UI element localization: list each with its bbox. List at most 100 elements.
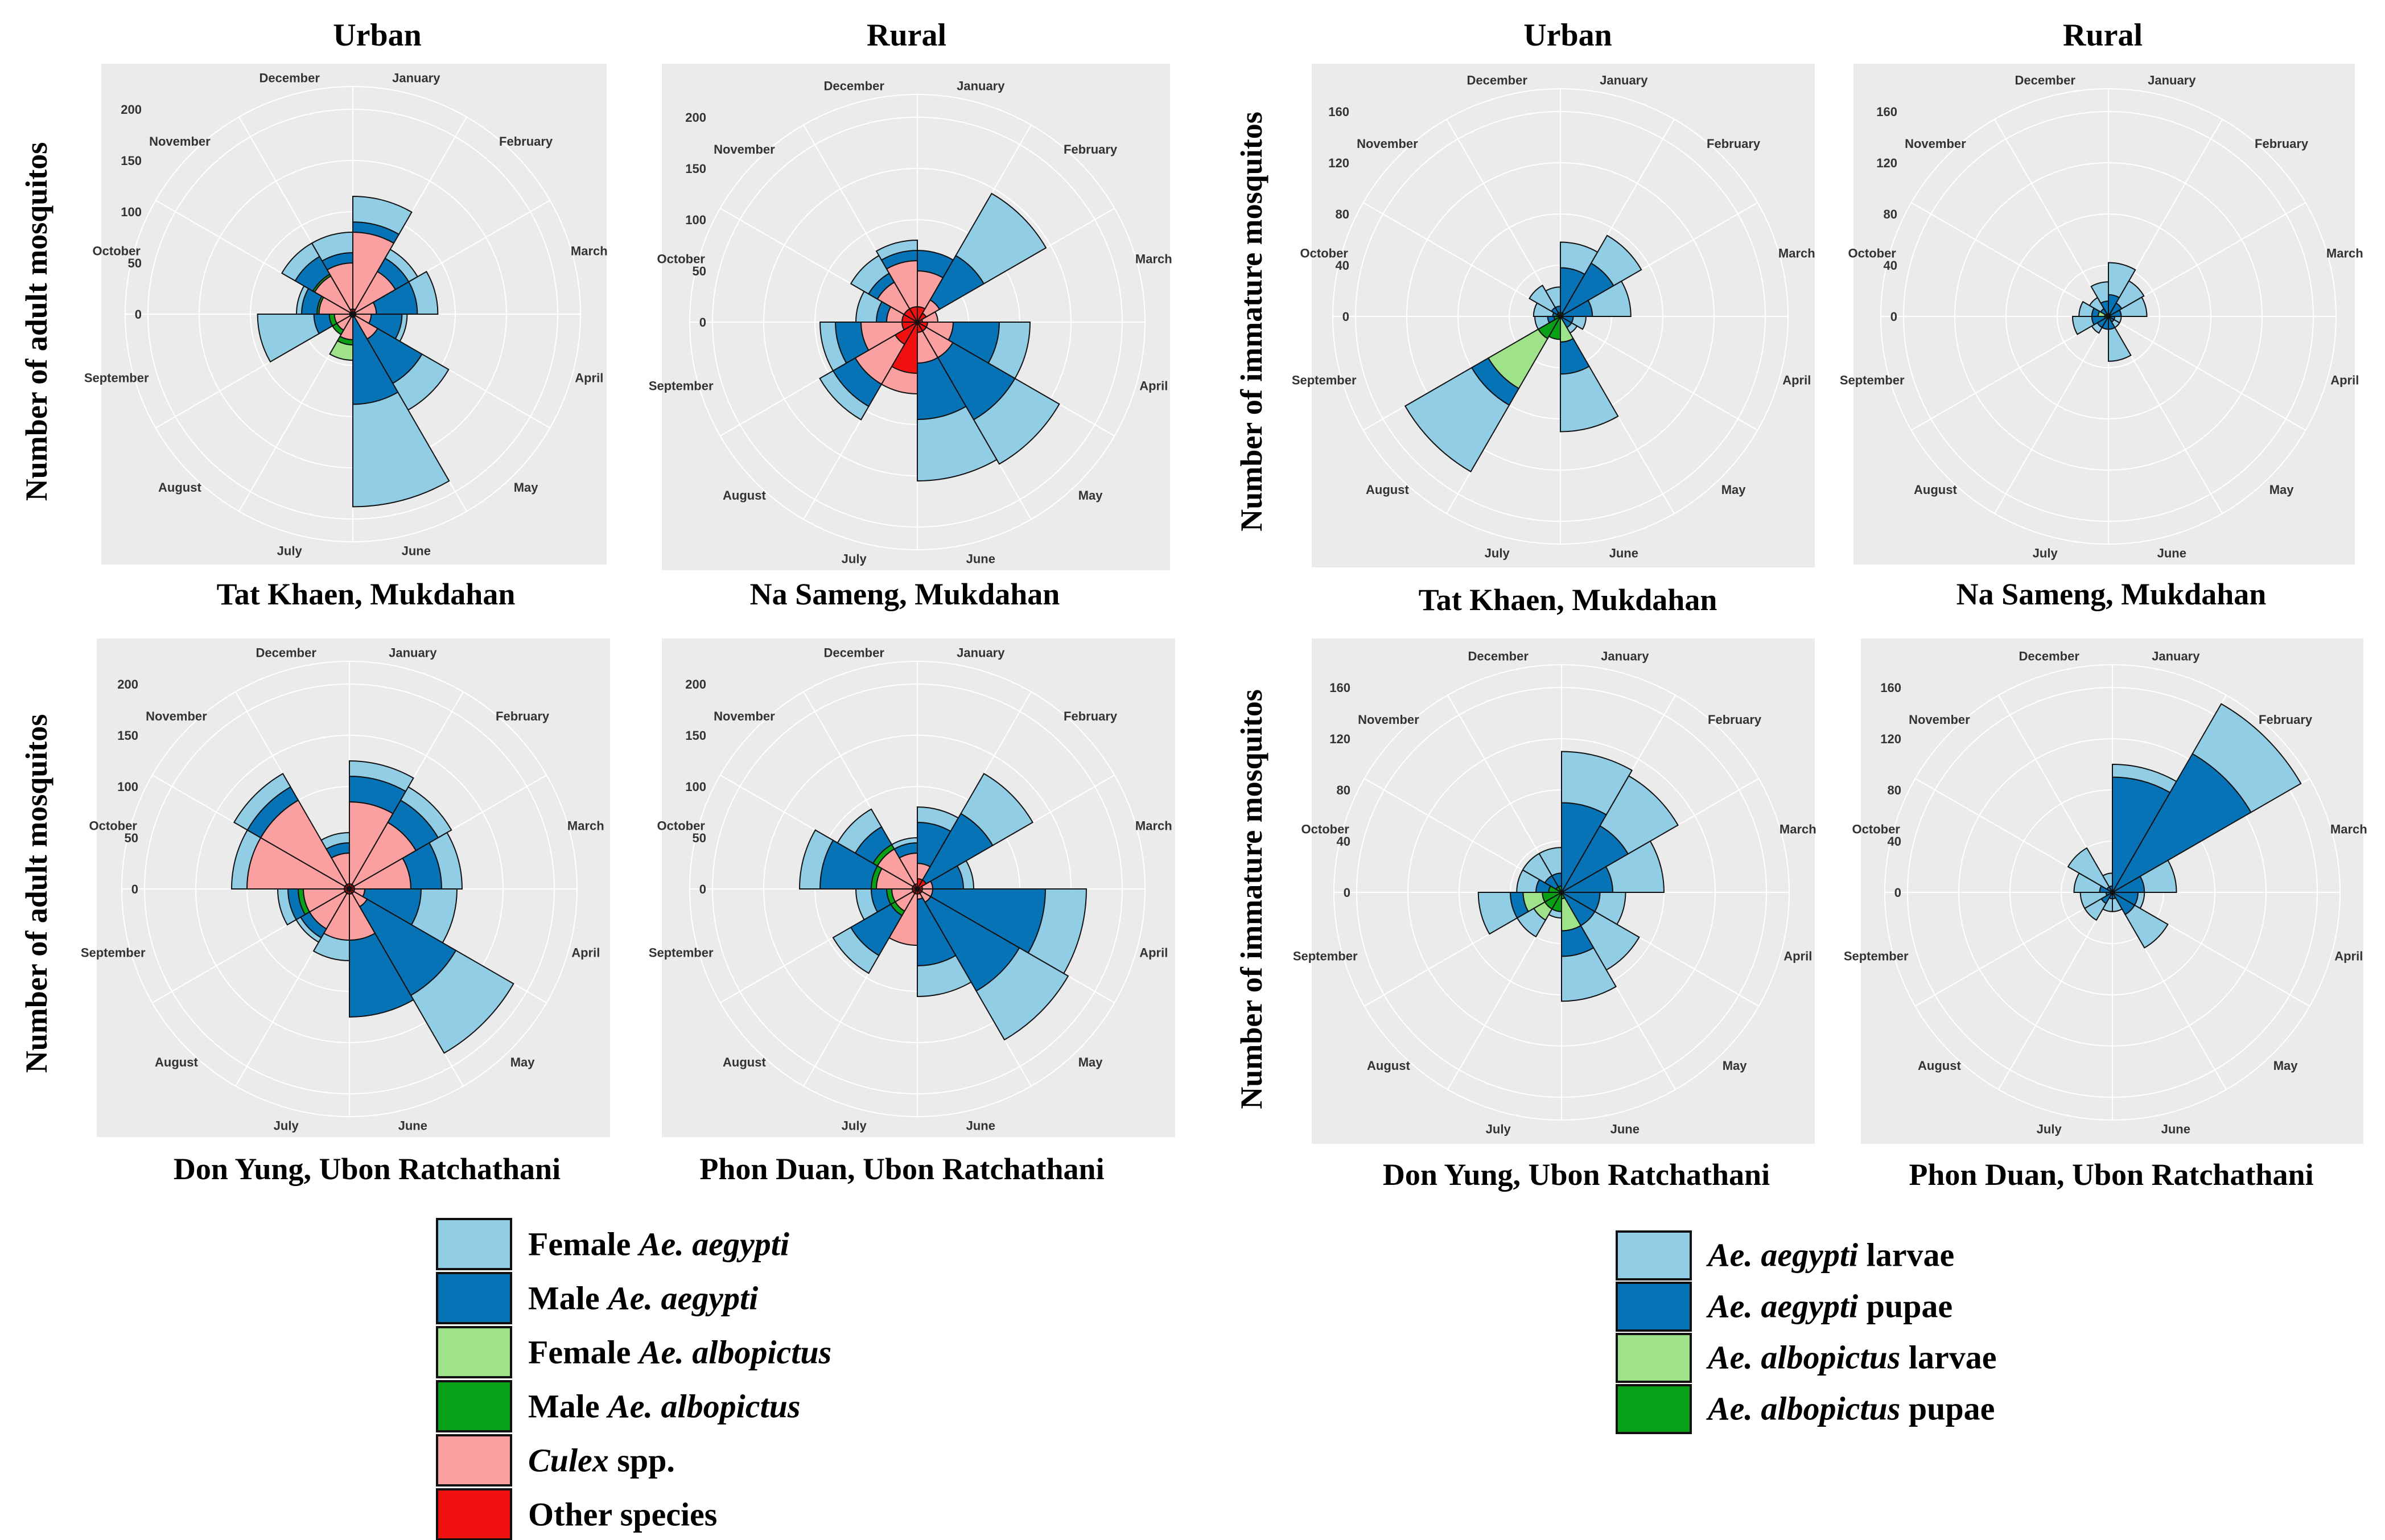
month-label-august: August (1914, 483, 1957, 497)
grid-spoke (2108, 316, 2306, 431)
month-label-january: January (2152, 649, 2200, 664)
legend-swatch-albopictus-larvae (1616, 1333, 1692, 1383)
title-immature-na-sameng: Na Sameng, Mukdahan (1956, 577, 2267, 611)
month-label-march: March (2330, 822, 2367, 837)
bar-february-aegypti-larvae (2115, 280, 2145, 310)
month-label-december: December (2019, 649, 2080, 664)
month-label-july: July (842, 551, 867, 566)
month-label-february: February (1064, 709, 1118, 723)
bar-october-female-aegypti (798, 829, 834, 890)
month-label-september: September (1293, 949, 1358, 963)
month-label-november: November (1357, 137, 1418, 151)
legend-swatch-albopictus-pupae (1616, 1384, 1692, 1434)
month-label-february: February (499, 134, 553, 149)
y-tick-label: 0 (1344, 886, 1350, 900)
grid-spoke (1911, 316, 2109, 431)
month-label-august: August (158, 480, 201, 495)
bar-november-female-aegypti (233, 772, 291, 831)
month-label-may: May (2273, 1059, 2299, 1073)
title-adult-tat-khaen: Tat Khaen, Mukdahan (217, 577, 516, 611)
month-label-november: November (1909, 713, 1970, 727)
month-label-september: September (1840, 373, 1905, 387)
bar-august-aegypti-larvae (1404, 367, 1510, 473)
month-label-february: February (1064, 142, 1118, 157)
grid-circle (2005, 213, 2211, 419)
month-label-june: June (966, 1118, 995, 1133)
month-label-february: February (2255, 137, 2309, 151)
panel-adult-don-yung: 0 50 100 150 200 January February March April May… (81, 639, 610, 1137)
month-label-october: October (1848, 246, 1897, 261)
month-label-april: April (2334, 949, 2363, 963)
y-tick-label: 80 (1336, 207, 1349, 221)
month-label-july: July (842, 1118, 867, 1133)
month-label-october: October (1852, 822, 1901, 837)
grid-circle (1907, 687, 2318, 1098)
y-tick-label: 120 (1880, 732, 1901, 746)
month-label-november: November (146, 709, 207, 723)
y-tick-label: 150 (685, 162, 706, 176)
grid-spoke (1363, 202, 1561, 317)
grid-circle (712, 683, 1123, 1094)
ylabel-adult-bottom: Number of adult mosquitos (19, 714, 53, 1073)
bar-december-female-aegypti (891, 837, 918, 850)
legend-immature: Ae. aegypti larvae Ae. aegypti pupae Ae. a… (1616, 1230, 1996, 1434)
bar-january-female-aegypti (349, 760, 414, 792)
bar-may-aegypti-larvae (2124, 904, 2169, 949)
grid-circle (1355, 111, 1766, 522)
ylabel-immature-top: Number of immature mosquitos (1234, 112, 1268, 532)
y-tick-label: 50 (125, 831, 138, 845)
y-tick-label: 200 (121, 102, 142, 117)
grid-spoke (1994, 119, 2109, 317)
legend-adult: Female Ae. aegypti Male Ae. aegypti Female… (436, 1218, 831, 1540)
panel-immature-na-sameng: 0 40 80 120 160 January February March April May J… (1840, 64, 2363, 565)
month-label-december: December (824, 646, 885, 660)
month-label-june: June (402, 543, 431, 558)
month-label-december: December (2015, 73, 2076, 88)
y-tick-label: 40 (1336, 258, 1349, 273)
month-label-february: February (1707, 137, 1761, 151)
bar-june-aegypti-larvae (2108, 327, 2132, 362)
bar-september-female-aegypti (257, 314, 320, 363)
y-tick-label: 0 (1894, 886, 1901, 900)
grid-circle-outer (121, 661, 578, 1117)
title-immature-tat-khaen: Tat Khaen, Mukdahan (1419, 583, 1717, 617)
legend-swatch-other (436, 1488, 512, 1540)
month-label-may: May (2269, 483, 2295, 497)
month-label-september: September (1292, 373, 1357, 387)
bar-march-aegypti-larvae (2119, 296, 2148, 317)
month-label-november: November (149, 134, 211, 149)
month-label-june: June (398, 1118, 427, 1133)
bar-december-aegypti-larvae (1544, 286, 1561, 308)
month-label-june: June (2157, 546, 2186, 560)
grid-circle (1406, 162, 1715, 471)
grid-spoke (1911, 202, 2109, 317)
y-tick-label: 200 (117, 677, 138, 691)
bar-september-female-aegypti (819, 322, 847, 372)
y-tick-label: 100 (117, 780, 138, 794)
y-tick-label: 100 (685, 213, 706, 227)
grid-circle (144, 683, 555, 1094)
y-tick-label: 0 (699, 315, 706, 330)
bar-june-aegypti-larvae (1561, 947, 1617, 1002)
y-tick-label: 100 (121, 205, 142, 219)
legend-label-aegypti-larvae: Ae. aegypti larvae (1706, 1236, 1954, 1273)
y-tick-label: 80 (1337, 783, 1350, 797)
bar-december-aegypti-larvae (2102, 872, 2113, 888)
month-label-may: May (1723, 1059, 1748, 1073)
bar-march-aegypti-larvae (2139, 859, 2177, 893)
month-label-june: June (1609, 546, 1638, 560)
y-tick-label: 0 (135, 307, 142, 322)
grid-circle-outer (689, 94, 1146, 550)
grid-circle (1407, 738, 1716, 1047)
panel-adult-tat-khaen: 0 50 100 150 200 January February March April May… (84, 64, 608, 565)
bar-october-aegypti-larvae (2078, 300, 2095, 317)
grid-circle-outer (689, 661, 1146, 1117)
panel-immature-don-yung: 0 40 80 120 160 January February March April May J… (1293, 639, 1816, 1144)
y-tick-label: 0 (699, 882, 706, 896)
y-tick-label: 100 (685, 780, 706, 794)
month-label-july: July (1486, 1122, 1511, 1136)
bar-july-female-aegypti (312, 932, 350, 962)
bar-may-female-aegypti (410, 949, 514, 1054)
bar-december-aegypti-larvae (2090, 281, 2109, 304)
grid-circle (1954, 162, 2263, 471)
